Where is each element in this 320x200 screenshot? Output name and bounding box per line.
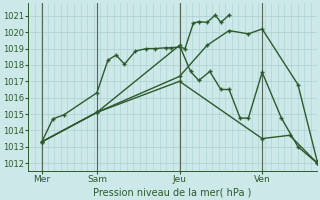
X-axis label: Pression niveau de la mer( hPa ): Pression niveau de la mer( hPa ): [93, 187, 252, 197]
